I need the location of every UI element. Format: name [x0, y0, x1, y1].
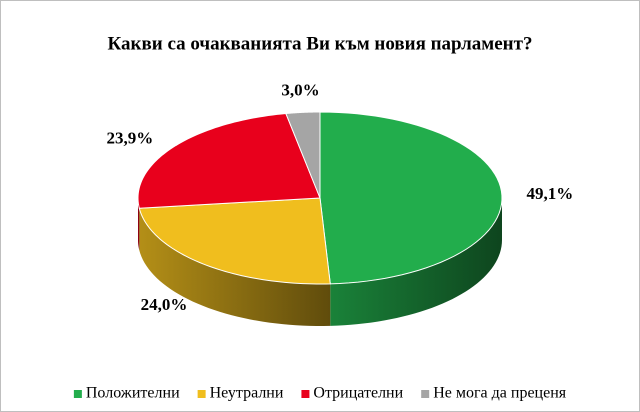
legend-item: Не мога да преценя	[421, 385, 567, 402]
chart-title: Какви са очакванията Ви към новия парлам…	[108, 33, 533, 54]
slice-side	[330, 198, 502, 326]
legend-label: Не мога да преценя	[433, 385, 567, 402]
legend-label: Положителни	[86, 385, 180, 402]
data-label: 49,1%	[526, 184, 573, 203]
legend-marker	[197, 390, 206, 398]
legend-item: Неутрални	[197, 385, 284, 402]
data-label: 23,9%	[107, 129, 154, 148]
slice	[319, 111, 503, 285]
slice	[137, 112, 321, 209]
data-label: 3,0%	[281, 80, 319, 99]
legend-item: Отрицателни	[301, 385, 404, 402]
slice-side	[139, 208, 331, 326]
data-label: 24,0%	[141, 295, 188, 314]
legend-item: Положителни	[73, 385, 180, 402]
slice	[138, 197, 331, 285]
legend-marker	[421, 390, 430, 398]
slice-side	[138, 198, 140, 251]
legend-marker	[301, 390, 310, 398]
legend-marker	[73, 390, 82, 398]
slice	[285, 111, 321, 199]
legend-label: Отрицателни	[313, 385, 403, 402]
legend-label: Неутрални	[210, 385, 284, 402]
